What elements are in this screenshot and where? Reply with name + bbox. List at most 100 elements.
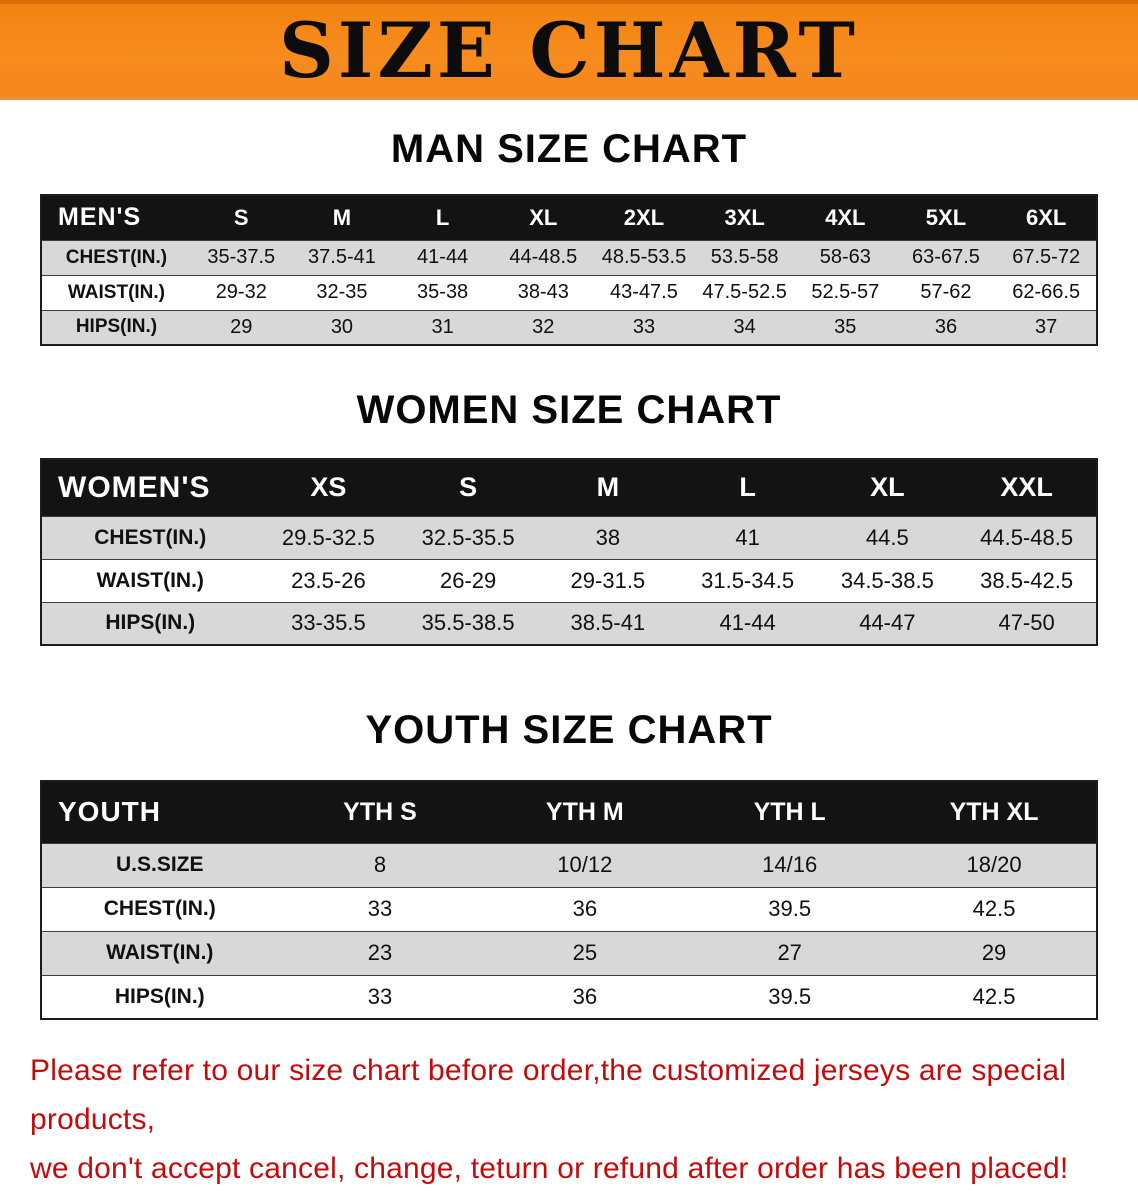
size-value: 33 <box>277 974 483 1019</box>
table-row: CHEST(IN.) 35-37.5 37.5-41 41-44 44-48.5 48.5… <box>41 239 1097 275</box>
size-column-header: L <box>677 459 818 516</box>
table-row: HIPS(IN.) 33-35.5 35.5-38.5 38.5-41 41-44 44-… <box>41 601 1097 645</box>
size-value: 41-44 <box>677 601 818 645</box>
size-value: 48.5-53.5 <box>593 239 695 275</box>
size-value: 57-62 <box>895 274 997 310</box>
women-size-table: WOMEN'S XS S M L XL XXL CHEST(IN.) 29.5-32.5 32.5… <box>40 458 1098 646</box>
size-value: 29-32 <box>190 274 292 310</box>
row-label: U.S.SIZE <box>41 842 278 887</box>
size-column-header: XL <box>817 459 958 516</box>
size-value: 29-31.5 <box>538 558 678 602</box>
notice-line-2: we don't accept cancel, change, teturn o… <box>30 1152 1069 1185</box>
size-column-header: 3XL <box>694 195 795 240</box>
size-value: 38-43 <box>492 274 594 310</box>
size-value: 29 <box>892 930 1097 975</box>
size-value: 47.5-52.5 <box>694 274 795 310</box>
row-label: HIPS(IN.) <box>41 974 278 1019</box>
size-value: 36 <box>895 309 997 345</box>
size-value: 32-35 <box>291 274 393 310</box>
size-value: 23.5-26 <box>258 558 399 602</box>
size-column-header: L <box>392 195 493 240</box>
table-header-row: WOMEN'S XS S M L XL XXL <box>41 459 1097 516</box>
size-value: 26-29 <box>398 558 538 602</box>
size-value: 18/20 <box>892 842 1097 887</box>
size-value: 44-48.5 <box>492 239 594 275</box>
table-title-cell: WOMEN'S <box>41 459 259 516</box>
table-row: CHEST(IN.) 33 36 39.5 42.5 <box>41 886 1097 931</box>
size-value: 35-38 <box>392 274 493 310</box>
table-title-cell: YOUTH <box>41 781 278 843</box>
size-value: 42.5 <box>892 974 1097 1019</box>
table-row: WAIST(IN.) 23 25 27 29 <box>41 930 1097 975</box>
table-row: U.S.SIZE 8 10/12 14/16 18/20 <box>41 842 1097 887</box>
row-label: CHEST(IN.) <box>41 886 278 931</box>
size-value: 52.5-57 <box>794 274 896 310</box>
size-value: 42.5 <box>892 886 1097 931</box>
size-column-header: S <box>190 195 292 240</box>
size-value: 35-37.5 <box>190 239 292 275</box>
size-value: 67.5-72 <box>996 239 1097 275</box>
size-column-header: 4XL <box>794 195 896 240</box>
men-size-section: MAN SIZE CHART MEN'S S M L XL 2XL 3XL 4XL 5XL 6XL… <box>0 127 1138 346</box>
size-value: 34 <box>694 309 795 345</box>
size-value: 35 <box>794 309 896 345</box>
size-value: 34.5-38.5 <box>817 558 958 602</box>
size-column-header: YTH S <box>277 781 483 843</box>
size-column-header: XS <box>258 459 399 516</box>
size-value: 41-44 <box>392 239 493 275</box>
row-label: WAIST(IN.) <box>41 274 191 310</box>
size-value: 32.5-35.5 <box>398 515 538 559</box>
size-value: 62-66.5 <box>996 274 1097 310</box>
size-column-header: XL <box>492 195 594 240</box>
men-section-heading: MAN SIZE CHART <box>390 127 748 171</box>
size-column-header: 2XL <box>593 195 695 240</box>
table-row: WAIST(IN.) 23.5-26 26-29 29-31.5 31.5-34.5 34… <box>41 558 1097 602</box>
size-value: 37 <box>996 309 1097 345</box>
size-value: 53.5-58 <box>694 239 795 275</box>
size-value: 38 <box>538 515 678 559</box>
table-title-cell: MEN'S <box>41 195 191 240</box>
size-value: 30 <box>291 309 393 345</box>
size-value: 36 <box>482 886 688 931</box>
size-value: 39.5 <box>687 974 893 1019</box>
size-column-header: S <box>398 459 538 516</box>
table-row: WAIST(IN.) 29-32 32-35 35-38 38-43 43-47.5 47.… <box>41 274 1097 310</box>
size-chart-content: MAN SIZE CHART MEN'S S M L XL 2XL 3XL 4XL 5XL 6XL… <box>0 127 1138 1020</box>
size-column-header: M <box>538 459 678 516</box>
size-value: 38.5-41 <box>538 601 678 645</box>
size-value: 33 <box>277 886 483 931</box>
size-value: 27 <box>687 930 893 975</box>
size-column-header: YTH M <box>482 781 688 843</box>
table-row: CHEST(IN.) 29.5-32.5 32.5-35.5 38 41 44.5 44.5… <box>41 515 1097 559</box>
table-header-row: YOUTH YTH S YTH M YTH L YTH XL <box>41 781 1097 843</box>
row-label: WAIST(IN.) <box>41 930 278 975</box>
size-value: 35.5-38.5 <box>398 601 538 645</box>
youth-size-section: YOUTH SIZE CHART YOUTH YTH S YTH M YTH L YTH… <box>0 708 1138 1020</box>
size-column-header: XXL <box>957 459 1097 516</box>
size-value: 23 <box>277 930 483 975</box>
size-value: 47-50 <box>957 601 1097 645</box>
size-value: 43-47.5 <box>593 274 695 310</box>
size-value: 36 <box>482 974 688 1019</box>
size-value: 29.5-32.5 <box>258 515 399 559</box>
size-value: 14/16 <box>687 842 893 887</box>
men-size-table: MEN'S S M L XL 2XL 3XL 4XL 5XL 6XL CHEST(IN.) 35-37… <box>40 194 1098 346</box>
size-value: 63-67.5 <box>895 239 997 275</box>
footer-notice: Please refer to our size chart before or… <box>30 1046 1108 1193</box>
women-size-section: WOMEN SIZE CHART WOMEN'S XS S M L XL XXL CHEST(… <box>0 388 1138 646</box>
size-column-header: YTH L <box>687 781 893 843</box>
row-label: CHEST(IN.) <box>41 239 191 275</box>
size-value: 10/12 <box>482 842 688 887</box>
size-column-header: 5XL <box>895 195 997 240</box>
notice-line-1: Please refer to our size chart before or… <box>30 1054 1067 1136</box>
youth-size-table: YOUTH YTH S YTH M YTH L YTH XL U.S.SIZE 8 10/12… <box>40 780 1098 1020</box>
size-value: 44.5-48.5 <box>957 515 1097 559</box>
row-label: HIPS(IN.) <box>41 601 259 645</box>
table-row: HIPS(IN.) 29 30 31 32 33 34 35 36 37 <box>41 309 1097 345</box>
size-value: 31 <box>392 309 493 345</box>
size-value: 39.5 <box>687 886 893 931</box>
size-value: 58-63 <box>794 239 896 275</box>
size-value: 44-47 <box>817 601 958 645</box>
size-value: 38.5-42.5 <box>957 558 1097 602</box>
